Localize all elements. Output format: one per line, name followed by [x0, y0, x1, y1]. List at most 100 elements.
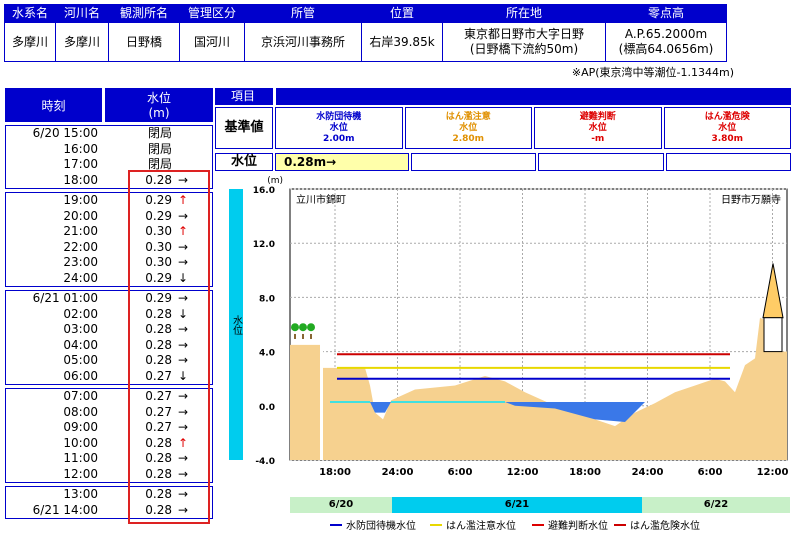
trend-cell: →	[178, 208, 189, 223]
time-cell: 05:00	[63, 353, 98, 367]
trend-cell: →	[178, 466, 189, 481]
criteria-sub: 水位	[459, 123, 478, 133]
legend-item: はん濫危険水位	[614, 517, 700, 532]
station-header-5: 位置	[361, 4, 443, 23]
y-tick-label: -4.0	[255, 457, 275, 467]
trend-cell: →	[178, 353, 189, 367]
station-value-2: 日野橋	[108, 22, 180, 62]
item-label: 項目	[215, 88, 273, 105]
trend-cell: ↓	[178, 368, 189, 383]
level-cell: 閉局	[147, 157, 172, 171]
table-block: 13:00 0.28 → 6/21 14:00 0.28 →	[5, 486, 213, 519]
table-row: 12:00 0.28 →	[6, 467, 212, 483]
table-row: 08:00 0.27 →	[6, 405, 212, 421]
table-row: 23:00 0.30 →	[6, 255, 212, 271]
criteria-panel: 項目 基準値 水防団待機 水位 2.00m はん濫注意 水位 2.80m 避難判断 水位 -m は…	[215, 88, 791, 171]
trend-cell: →	[178, 502, 189, 517]
time-cell: 22:00	[63, 239, 98, 254]
criteria-sub: 水位	[588, 123, 607, 133]
gauge-label: 水位	[231, 315, 243, 335]
table-row: 13:00 0.28 →	[6, 487, 212, 503]
table-row: 09:00 0.27 →	[6, 420, 212, 436]
legend-swatch	[430, 523, 442, 526]
legend-item: はん濫注意水位	[430, 517, 516, 532]
criteria-value: 2.80m	[452, 134, 485, 144]
level-cell: 0.30	[145, 239, 172, 254]
y-tick-label: 4.0	[259, 349, 275, 359]
legend-label: 水防団待機水位	[346, 521, 416, 532]
empty-cell	[665, 153, 791, 171]
legend-swatch	[614, 523, 626, 526]
time-cell: 6/20 15:00	[32, 126, 98, 140]
levee-post	[320, 344, 323, 460]
table-row: 05:00 0.28 →	[6, 353, 212, 369]
station-header-4: 所管	[244, 4, 362, 23]
time-cell: 11:00	[63, 451, 98, 465]
table-row: 6/20 15:00 閉局	[6, 126, 212, 142]
x-tick-label: 18:00	[319, 467, 351, 478]
level-cell: 0.29	[145, 208, 172, 223]
table-row: 16:00 閉局	[6, 142, 212, 158]
time-cell: 20:00	[63, 208, 98, 223]
station-header-3: 管理区分	[179, 4, 245, 23]
table-block: 19:00 0.29 ↑ 20:00 0.29 → 21:00 0.30 ↑ 22:00 0.30 →…	[5, 192, 213, 287]
trend-cell: →	[178, 172, 189, 187]
legend-label: はん濫注意水位	[446, 521, 516, 532]
water-area	[505, 402, 645, 423]
legend-swatch	[532, 523, 544, 526]
legend-swatch	[330, 523, 342, 526]
right-bank-label: 日野市万願寺	[721, 193, 781, 206]
table-row: 6/21 01:00 0.29 →	[6, 291, 212, 307]
water-level-table: 時刻 水位 (m) 6/20 15:00 閉局 16:00 閉局 17:00 閉局 18:00…	[5, 88, 213, 519]
criteria-value: 2.00m	[322, 134, 355, 144]
table-row: 18:00 0.28 →	[6, 173, 212, 189]
trend-cell: →	[178, 255, 189, 269]
time-cell: 02:00	[63, 306, 98, 321]
trend-cell: ↑	[178, 193, 189, 207]
empty-cell	[410, 153, 536, 171]
level-cell: 0.30	[145, 255, 172, 269]
station-header-2: 観測所名	[108, 4, 180, 23]
criteria-value: 3.80m	[711, 134, 744, 144]
trend-cell: →	[178, 420, 189, 434]
table-row: 17:00 閉局	[6, 157, 212, 173]
table-row: 02:00 0.28 ↓	[6, 307, 212, 323]
table-row: 20:00 0.29 →	[6, 209, 212, 225]
table-row: 07:00 0.27 →	[6, 389, 212, 405]
trend-cell: →	[178, 451, 189, 465]
table-row: 22:00 0.30 →	[6, 240, 212, 256]
level-cell: 0.30	[145, 224, 172, 238]
time-cell: 6/21 01:00	[32, 291, 98, 305]
time-cell: 24:00	[63, 270, 98, 285]
house-body	[763, 317, 783, 353]
day-bar: 6/22	[642, 497, 790, 513]
tree-trunk	[302, 333, 304, 339]
y-tick-label: 8.0	[259, 294, 275, 304]
y-tick-label: 16.0	[253, 186, 275, 196]
y-tick-label: 12.0	[253, 240, 275, 250]
time-header: 時刻	[5, 88, 102, 122]
criteria-sub: 水位	[718, 123, 737, 133]
level-cell: 0.28	[145, 451, 172, 465]
cross-section-chart: 水位 (m)16.0 12.0 8.0 4.0 0.0 -4.0 18:00 24:00 6:00…	[229, 176, 788, 478]
left-bank-label: 立川市錦町	[296, 193, 346, 206]
time-cell: 17:00	[63, 157, 98, 171]
level-cell: 0.29	[145, 193, 172, 207]
tree-trunk	[294, 333, 296, 339]
level-cell: 0.28	[145, 502, 172, 517]
level-cell: 0.28	[145, 353, 172, 367]
time-cell: 04:00	[63, 337, 98, 352]
level-header: 水位 (m)	[105, 88, 213, 122]
level-cell: 0.29	[145, 270, 172, 285]
trend-cell: →	[178, 487, 189, 501]
x-tick-label: 18:00	[569, 467, 601, 478]
criteria-cell: はん濫危険 水位 3.80m	[663, 107, 791, 149]
item-bar	[276, 88, 791, 105]
time-cell: 16:00	[63, 141, 98, 156]
criteria-cell: 避難判断 水位 -m	[534, 107, 662, 149]
table-row: 21:00 0.30 ↑	[6, 224, 212, 240]
station-header-0: 水系名	[4, 4, 56, 23]
table-row: 10:00 0.28 ↑	[6, 436, 212, 452]
trend-cell: →	[178, 337, 189, 352]
level-cell: 0.28	[145, 487, 172, 501]
